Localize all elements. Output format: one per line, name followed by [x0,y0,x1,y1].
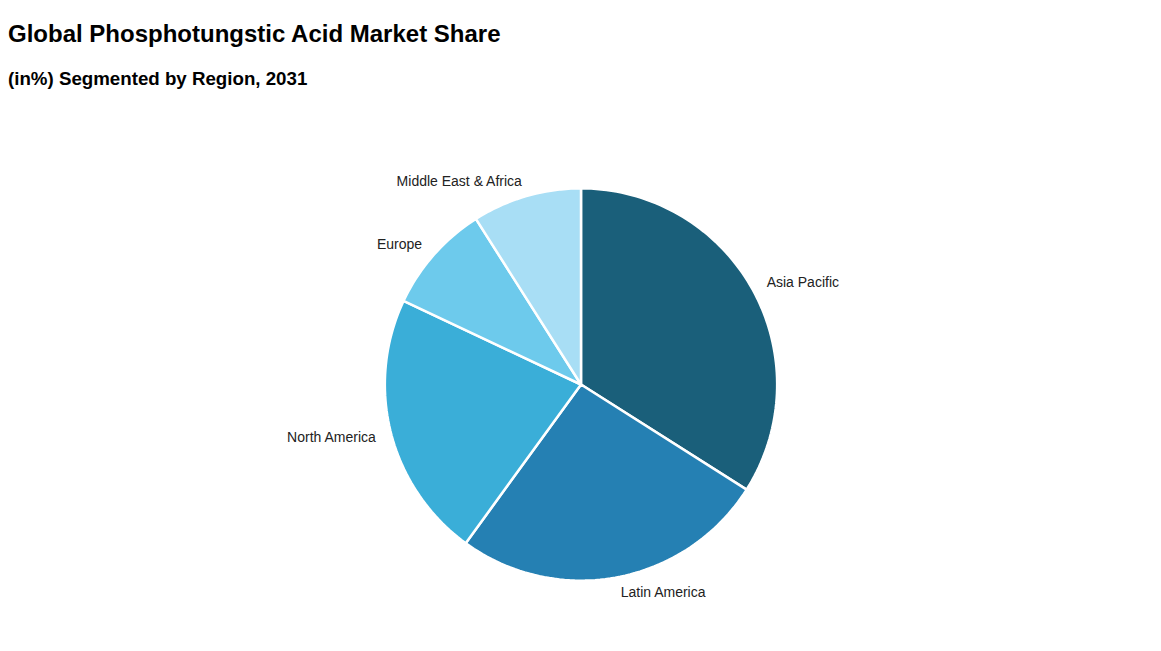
svg-text:Asia Pacific: Asia Pacific [767,273,839,289]
svg-text:Middle East & Africa: Middle East & Africa [397,172,522,188]
svg-text:North America: North America [287,428,376,444]
svg-text:Latin America: Latin America [621,584,706,600]
html-text:Global Phosphotungstic Acid Ma: Global Phosphotungstic Acid Market Share [8,19,501,47]
html-text:(in%) Segmented by Region, 203: (in%) Segmented by Region, 2031 [8,67,308,89]
svg-text:Europe: Europe [377,235,422,251]
